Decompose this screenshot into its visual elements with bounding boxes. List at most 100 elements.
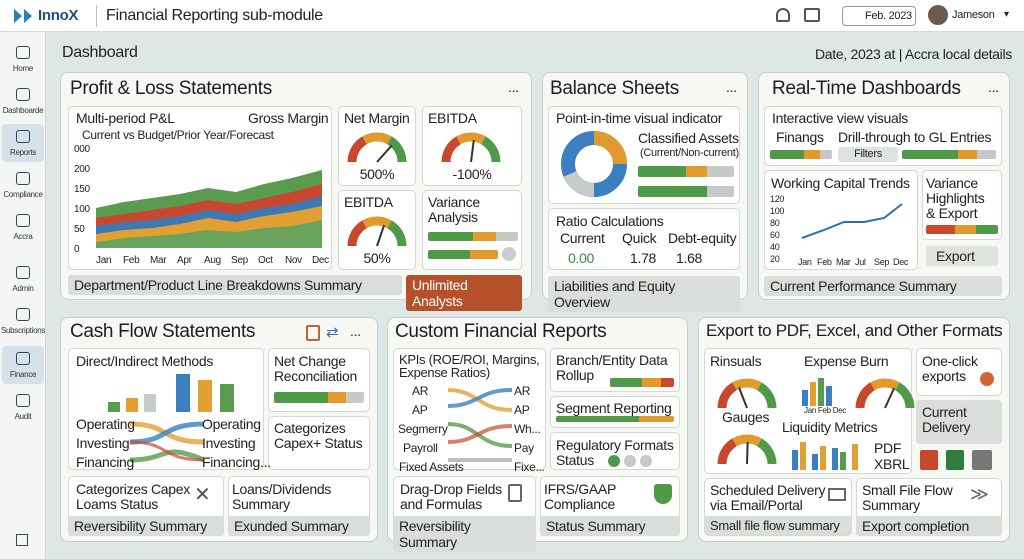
- kpi-title: EBITDA: [428, 110, 477, 126]
- area-chart: [96, 170, 322, 248]
- gauges-card: [704, 348, 912, 474]
- flow-diagram: [130, 421, 204, 463]
- doc-icon[interactable]: [306, 325, 320, 341]
- card-label: PDF: [874, 440, 902, 456]
- flow-label: AR: [514, 384, 531, 398]
- panel-footer[interactable]: Current Performance Summary: [764, 276, 1002, 296]
- card-footer[interactable]: Exunded Summary: [228, 516, 370, 536]
- flow-label: Fixe...: [514, 460, 545, 474]
- nav-item[interactable]: Audit: [14, 412, 32, 421]
- status-dot: [980, 372, 994, 386]
- card-footer[interactable]: Small file flow summary: [704, 516, 852, 535]
- chart-x-labels: Jan Feb Dec: [804, 406, 847, 415]
- user-name[interactable]: Jameson: [952, 9, 995, 21]
- filters-button[interactable]: Filters: [838, 147, 898, 162]
- gauge-segment: [732, 434, 762, 447]
- logo: InnoX: [38, 7, 79, 24]
- more-button[interactable]: ...: [988, 79, 999, 95]
- x-tick-label: Mar: [836, 257, 851, 267]
- more-button[interactable]: ...: [726, 79, 737, 95]
- y-tick-label: 60: [770, 230, 780, 240]
- card-title: KPIs (ROE/ROI, Margins, Expense Ratios): [399, 352, 540, 380]
- donut-segment: [593, 131, 627, 165]
- nav-item[interactable]: Finance: [9, 370, 37, 379]
- avatar[interactable]: [928, 5, 948, 25]
- x-tick-label: Aug: [204, 255, 221, 266]
- y-tick-label: 20: [770, 254, 780, 264]
- y-tick-label: 80: [770, 218, 780, 228]
- top-bar: [0, 0, 1024, 32]
- gauge-dial: [717, 378, 777, 409]
- more-button[interactable]: ...: [508, 79, 519, 95]
- card-footer[interactable]: Export completion: [856, 516, 1002, 536]
- card-footer[interactable]: Reversibility Summary: [393, 516, 536, 552]
- x-tick-label: Jul: [855, 257, 866, 267]
- user-menu-caret[interactable]: ▾: [1004, 9, 1009, 20]
- nav-icon: [16, 46, 30, 59]
- excel-icon[interactable]: [946, 450, 964, 470]
- x-tick-label: Mar: [150, 255, 167, 266]
- flow-label: Segmerry: [398, 422, 448, 436]
- kpi-title: Variance Analysis: [428, 194, 480, 225]
- ratio-value: 1.78: [630, 250, 657, 266]
- segment-card: [550, 396, 680, 428]
- line-chart: [801, 203, 903, 239]
- more-button[interactable]: ...: [350, 323, 361, 339]
- kpi-value: 50%: [363, 250, 391, 266]
- nav-item[interactable]: Compliance: [3, 190, 43, 199]
- card-title: Direct/Indirect Methods: [76, 353, 214, 369]
- bell-icon[interactable]: [776, 8, 790, 22]
- panel-title: Cash Flow Statements: [70, 321, 256, 342]
- nav-item[interactable]: Accra: [13, 232, 33, 241]
- footer-button[interactable]: Unlimited Analysts: [406, 275, 522, 311]
- flow-label: AP: [514, 403, 530, 417]
- card-footer[interactable]: Reversibility Summary: [68, 516, 224, 536]
- mail-icon: [828, 488, 846, 501]
- more-button[interactable]: ...: [990, 323, 1001, 339]
- delivery-button[interactable]: Current Delivery: [916, 400, 1002, 444]
- ratio-label: Debt-equity: [668, 230, 737, 246]
- card-sublabel: (Current/Non-current): [640, 147, 739, 159]
- x-tick-label: Oct: [258, 255, 273, 266]
- nav-icon: [16, 266, 30, 279]
- gauge-segment: [756, 438, 777, 465]
- panel-title: Real-Time Dashboards: [772, 78, 961, 99]
- pdf-icon[interactable]: [920, 450, 938, 470]
- gauge-segment: [386, 220, 407, 247]
- nav-icon: [16, 352, 30, 365]
- gauge-segment: [456, 132, 486, 145]
- nav-item[interactable]: Home: [12, 64, 34, 73]
- nav-item[interactable]: Subscriptions: [0, 326, 46, 335]
- flow-label: Operating: [202, 416, 261, 432]
- panel-footer[interactable]: Liabilities and Equity Overview: [548, 276, 740, 312]
- flow-label: Fixed Assets: [399, 460, 464, 474]
- nav-item[interactable]: Admin: [12, 284, 34, 293]
- progress-bar: [902, 150, 996, 159]
- card-footer[interactable]: Status Summary: [540, 516, 680, 536]
- x-tick-label: Jan: [96, 255, 112, 266]
- ratio-value: 1.68: [676, 250, 703, 266]
- flow-label: Financing: [76, 454, 135, 470]
- donut-chart: [561, 131, 627, 197]
- kpi-value: 500%: [359, 166, 395, 182]
- swap-icon[interactable]: ⇄: [326, 324, 339, 341]
- card-title[interactable]: One-click exports: [922, 353, 978, 384]
- date-picker[interactable]: Feb. 2023: [842, 6, 916, 26]
- gauge: [714, 374, 780, 417]
- message-icon[interactable]: [804, 8, 820, 22]
- gauge-segment: [362, 216, 392, 229]
- panel-footer[interactable]: Department/Product Line Breakdowns Summa…: [68, 275, 402, 295]
- nav-item[interactable]: Dashboarde: [2, 106, 44, 115]
- chart-title: Multi-period P&L: [76, 110, 175, 126]
- gauge-segment: [347, 220, 368, 247]
- gauge-segment: [756, 382, 777, 409]
- xbrl-icon[interactable]: [972, 450, 992, 470]
- export-button[interactable]: Export: [926, 246, 998, 266]
- kpi-flow-card: [393, 348, 546, 470]
- trend-card: [764, 170, 918, 270]
- progress-bar: [638, 186, 734, 197]
- donut-segment: [563, 170, 595, 197]
- x-tick-label: Apr: [177, 255, 192, 266]
- gauge-segment: [441, 136, 462, 163]
- nav-item[interactable]: Reports: [10, 148, 36, 157]
